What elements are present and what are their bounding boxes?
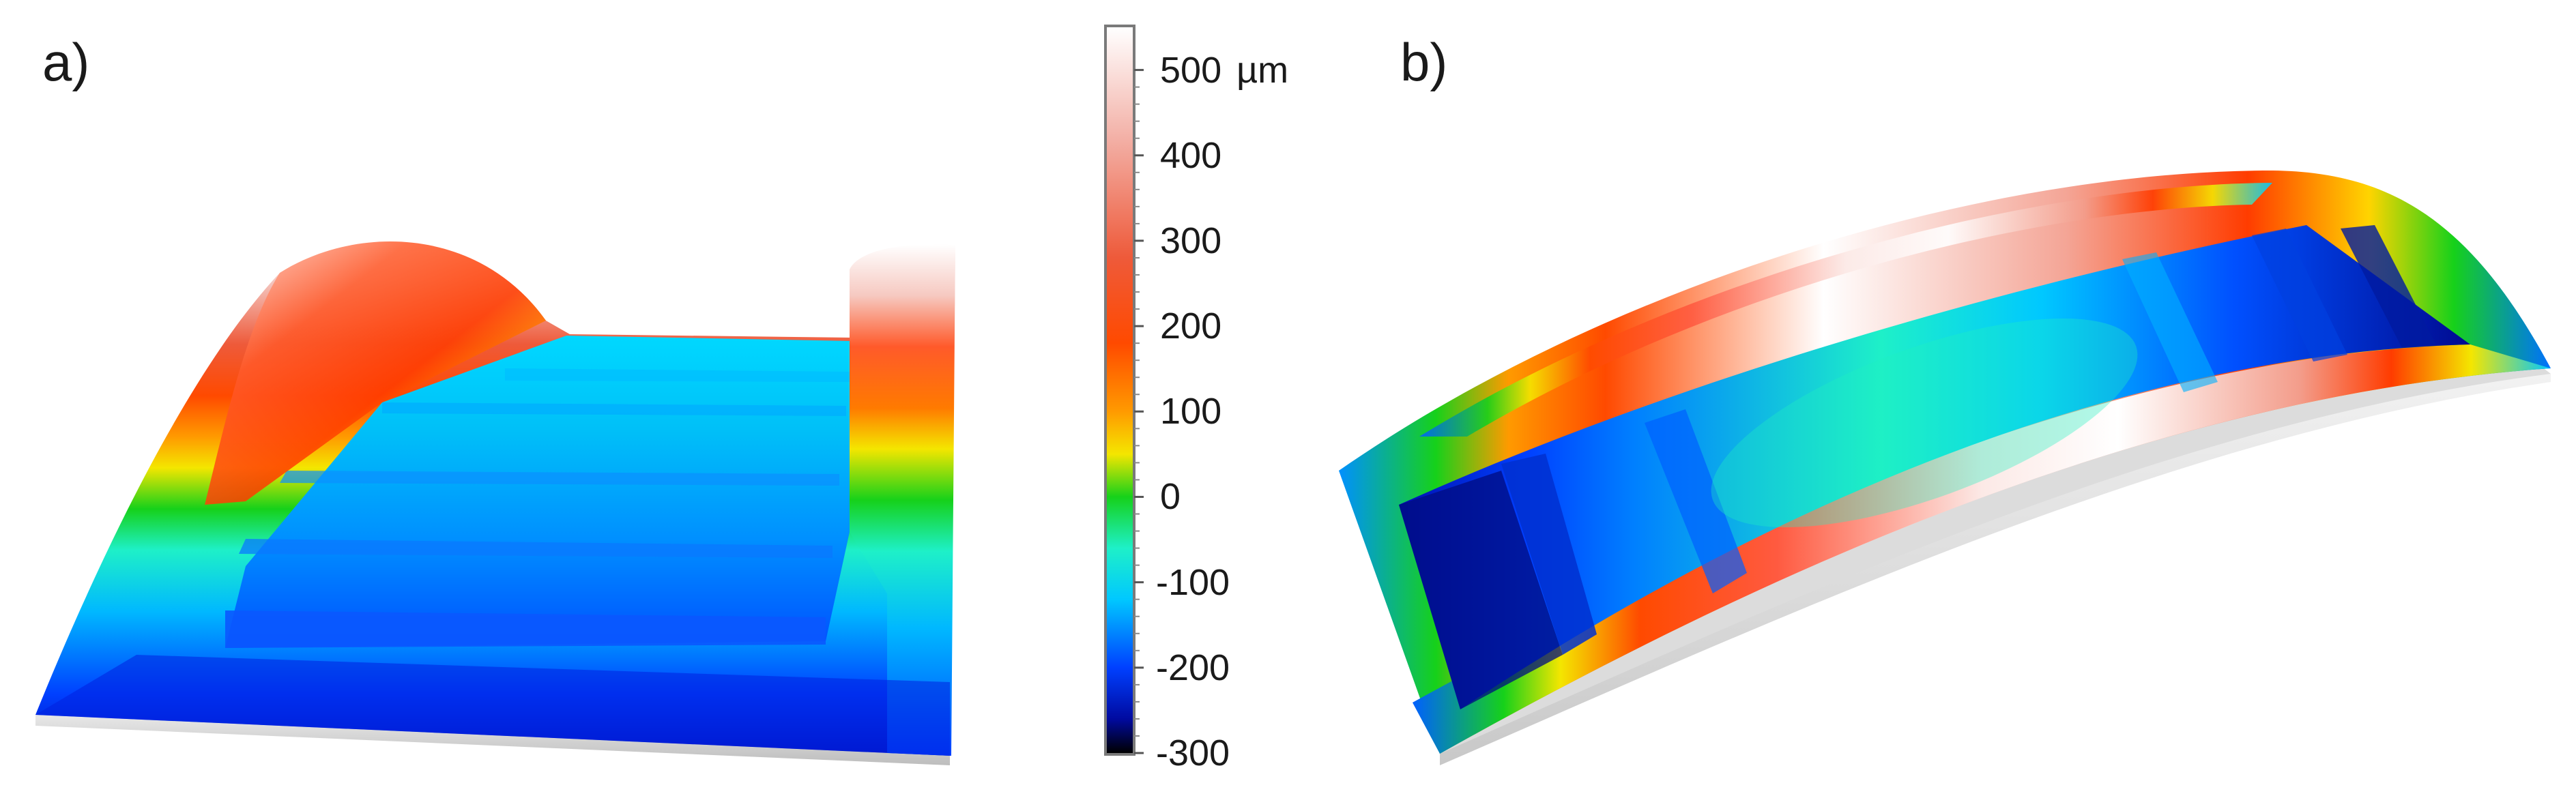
panel-b-pocket — [1399, 225, 2470, 709]
panel-b-rib-3 — [2122, 252, 2218, 392]
panel-a-step-2 — [239, 539, 833, 558]
panel-a-base — [35, 715, 950, 765]
panel-a-step-4 — [382, 402, 846, 416]
colorbar-tick-label: -100 — [1156, 561, 1230, 603]
panel-a-step-1 — [225, 610, 826, 648]
panel-b-surface — [1339, 171, 2551, 765]
colorbar-tick-label: -300 — [1156, 733, 1230, 773]
panel-a-front — [35, 655, 950, 756]
colorbar-tick-label: 200 — [1160, 306, 1222, 347]
colorbar-ticks — [1134, 69, 1144, 754]
panel-b-end-left — [1399, 471, 1563, 709]
panel-a-label: a) — [42, 32, 90, 92]
colorbar-tick-label: 300 — [1160, 220, 1222, 261]
panel-a-step-3 — [280, 471, 839, 486]
colorbar — [1104, 25, 1144, 756]
panel-b-back-rim — [1419, 183, 2272, 437]
colorbar-tick-label: 0 — [1160, 476, 1181, 518]
panel-a-surface — [35, 241, 955, 765]
panel-b-rib-5 — [2341, 225, 2436, 348]
panel-a-right-wall — [850, 244, 955, 756]
colorbar-tick-label: 400 — [1160, 134, 1222, 176]
panel-b-floor-highlight — [1711, 318, 2138, 528]
colorbar-frame — [1104, 25, 1135, 756]
panel-b-rib-1 — [1501, 454, 1597, 655]
panel-b-rib-4 — [2252, 228, 2347, 362]
panel-a-step-5 — [505, 368, 850, 382]
panel-b-label: b) — [1400, 32, 1448, 92]
panel-a-ridge — [205, 241, 546, 505]
colorbar-tick-label: 100 — [1160, 391, 1222, 432]
colorbar-fill — [1107, 27, 1133, 753]
colorbar-unit-label: µm — [1236, 49, 1289, 91]
colorbar-tick-label: 500 — [1160, 49, 1222, 91]
panel-b-rib-2 — [1645, 409, 1747, 593]
colorbar-tick-label: -200 — [1156, 647, 1230, 688]
